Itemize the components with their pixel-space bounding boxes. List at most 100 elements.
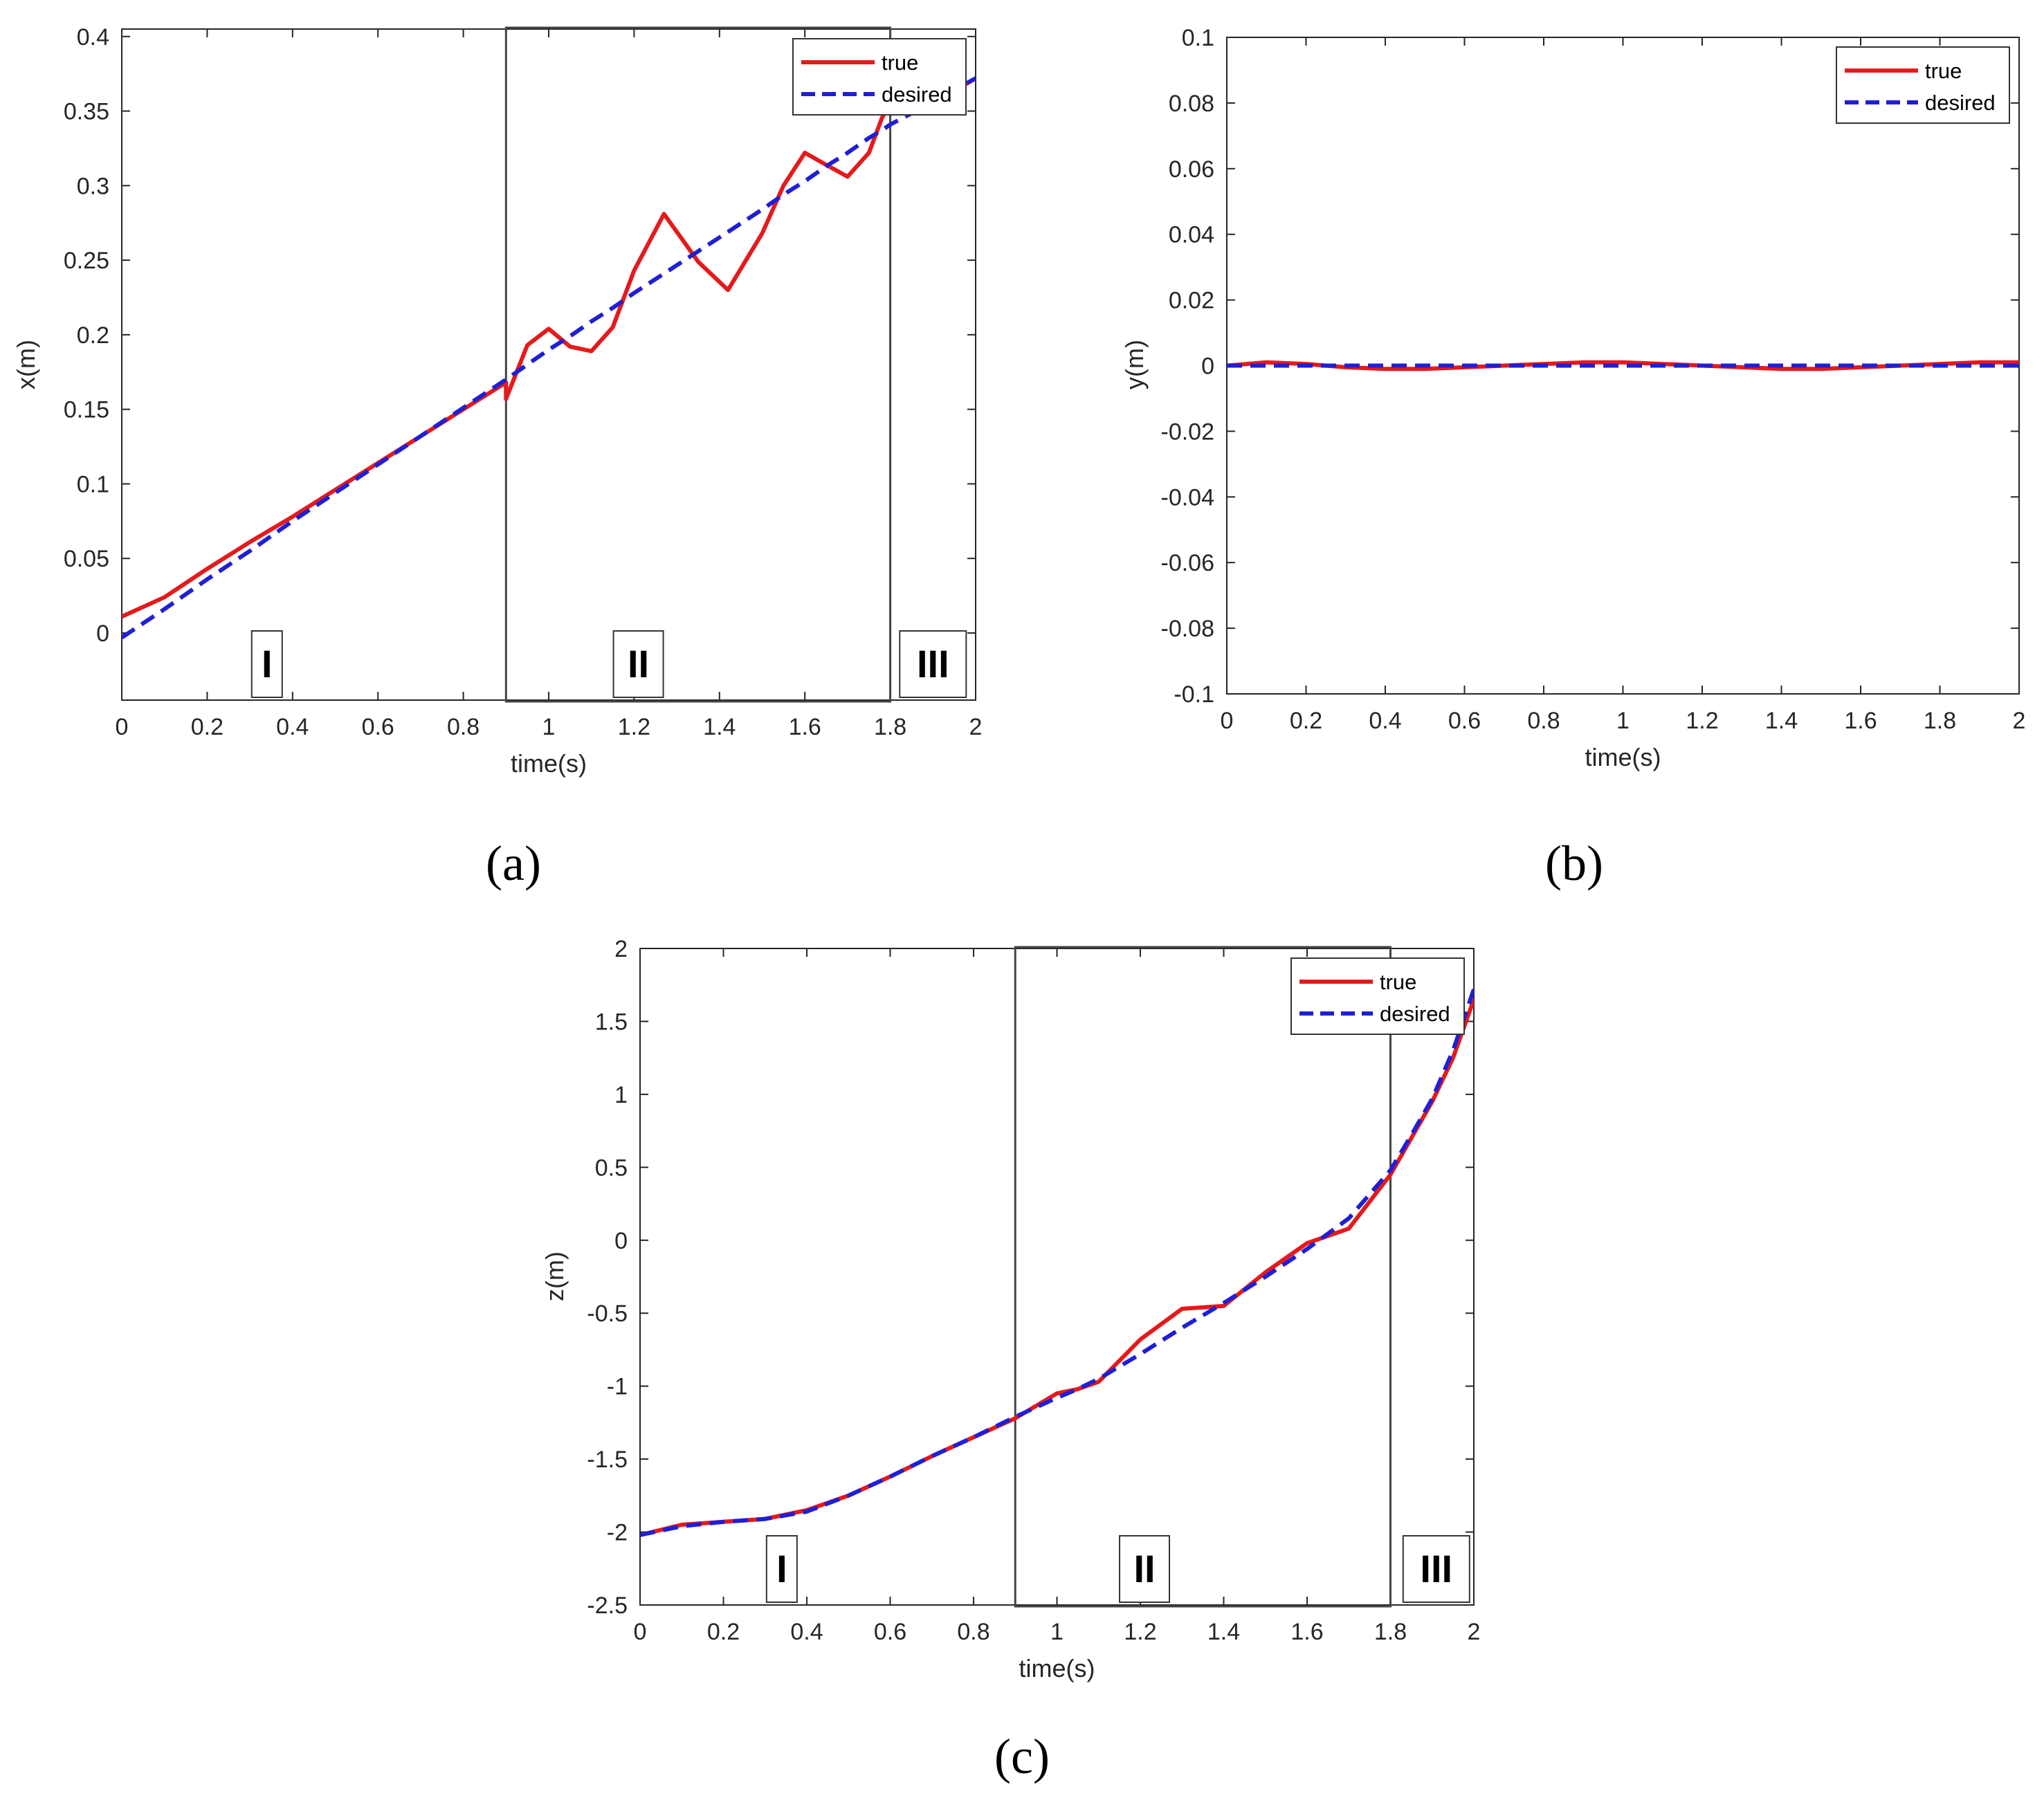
- panel-a-x-tick-label: 1.4: [703, 714, 736, 740]
- panel-c-y-tick-label: 0: [614, 1228, 628, 1254]
- panel-b-x-tick-label: 1.4: [1765, 708, 1798, 734]
- panel-c-region-label: I: [776, 1547, 787, 1590]
- panel-b-y-tick-label: 0.04: [1169, 222, 1214, 248]
- panel-a-legend: [792, 38, 967, 116]
- panel-c-legend: [1290, 957, 1465, 1035]
- panel-c-x-tick-label: 0.6: [874, 1619, 906, 1645]
- panel-b-x-tick-label: 1.6: [1844, 708, 1877, 734]
- panel-c-x-tick-label: 0.8: [957, 1619, 989, 1645]
- panel-a-region-label-box: [250, 630, 283, 698]
- panel-a-x-tick-label: 0.6: [362, 714, 394, 740]
- panel-a-y-tick-label: 0.05: [64, 546, 109, 572]
- panel-b-x-tick-label: 0.4: [1369, 708, 1401, 734]
- panel-c-x-tick-label: 0.4: [790, 1619, 823, 1645]
- panel-c-x-tick-label: 1.8: [1374, 1619, 1407, 1645]
- panel-c-x-tick-label: 2: [1468, 1619, 1481, 1645]
- panel-c-y-axis-label: z(m): [540, 1251, 569, 1301]
- panel-b-y-position: (b) 0 0.2 0.4 0.6 0.8 1 1.2 1.4 1.6 1.8 2 -0.1 -0.08…: [1120, 25, 2025, 891]
- panel-a-x-tick-label: 1.6: [789, 714, 821, 740]
- panel-c-z-position: (c) 0 0.2 0.4 0.6 0.8 1 1.2 1.4 1.6 1.8 2 -2.5 -2 -1.…: [540, 936, 1480, 1784]
- panel-a-x-tick-label: 1: [542, 714, 556, 740]
- panel-c-x-tick-label: 0: [634, 1619, 647, 1645]
- panel-a-caption: (a): [486, 836, 541, 891]
- panel-b-y-tick-label: 0.1: [1182, 25, 1214, 51]
- panel-a-region-ii-frame: [504, 26, 892, 703]
- panel-c-y-tick-label: -0.5: [587, 1301, 628, 1327]
- panel-a-y-tick-label: 0.4: [77, 24, 109, 51]
- panel-c-x-axis-label: time(s): [1019, 1654, 1095, 1682]
- panel-b-y-tick-label: -0.04: [1161, 484, 1215, 511]
- panel-c-y-tick-label: 2: [614, 936, 628, 962]
- panel-a-x-tick-label: 0.2: [191, 714, 223, 740]
- panel-a-x-tick-label: 2: [969, 714, 983, 740]
- panel-a-y-tick-label: 0.2: [77, 322, 109, 349]
- panel-c-caption: (c): [994, 1729, 1050, 1784]
- panel-b-x-tick-label: 0.8: [1527, 708, 1560, 734]
- panel-b-y-axis-label: y(m): [1120, 340, 1149, 389]
- panel-c-region-label: II: [1133, 1547, 1155, 1590]
- panel-a-region-label-box: [612, 630, 664, 698]
- panel-c-y-tick-label: 1.5: [595, 1009, 628, 1035]
- panel-b-caption: (b): [1545, 836, 1603, 891]
- panel-a-y-tick-label: 0.3: [77, 173, 109, 199]
- panel-c-region-label: III: [1420, 1547, 1452, 1590]
- panel-c-y-tick-label: -2.5: [587, 1593, 628, 1619]
- panel-a-x-axis-label: time(s): [511, 749, 587, 778]
- panel-b-x-tick-label: 1: [1616, 708, 1630, 734]
- panel-b-y-tick-label: -0.08: [1161, 616, 1215, 642]
- panel-a-y-axis-label: x(m): [12, 340, 40, 389]
- panel-c-y-tick-label: -1.5: [587, 1447, 628, 1473]
- panel-a-x-tick-label: 0.4: [276, 714, 309, 740]
- panel-c-x-tick-label: 1.6: [1290, 1619, 1323, 1645]
- panel-b-y-tick-label: -0.02: [1161, 419, 1215, 445]
- panel-c-series-desired: [640, 989, 1474, 1537]
- panel-a-x-tick-label: 1.2: [618, 714, 650, 740]
- panel-c-region-label-box: [1402, 1535, 1470, 1603]
- panel-b-y-tick-label: 0: [1201, 354, 1214, 380]
- panel-c-x-tick-label: 1.2: [1124, 1619, 1156, 1645]
- panel-c-region-label-box: [1119, 1535, 1171, 1603]
- panel-b-y-tick-label: -0.1: [1174, 681, 1214, 708]
- panel-a-x-tick-label: 1.8: [874, 714, 906, 740]
- panel-c-x-tick-label: 1.4: [1207, 1619, 1240, 1645]
- panel-a-series-desired: [122, 76, 976, 639]
- panel-c-y-tick-label: 0.5: [595, 1155, 628, 1181]
- panel-b-legend-label-desired: desired: [1925, 91, 1996, 115]
- panel-a-y-tick-label: 0.35: [64, 99, 109, 125]
- panel-b-x-tick-label: 1.8: [1924, 708, 1956, 734]
- panel-b-y-tick-label: 0.08: [1169, 91, 1214, 117]
- panel-c-region-ii-frame: [1014, 946, 1391, 1608]
- panel-c-legend-label-true: true: [1380, 970, 1416, 994]
- panel-a-region-label: III: [917, 642, 949, 686]
- panel-b-x-tick-label: 0: [1221, 708, 1234, 734]
- panel-c-y-tick-label: -2: [607, 1520, 628, 1546]
- panel-a-legend-label-desired: desired: [882, 82, 952, 107]
- panel-c-x-tick-label: 0.2: [707, 1619, 740, 1645]
- panel-c-y-tick-label: -1: [607, 1374, 628, 1400]
- panel-a-plot-area: [121, 28, 976, 701]
- panel-b-y-tick-label: 0.02: [1169, 288, 1214, 314]
- panel-a-y-tick-label: 0.15: [64, 397, 109, 423]
- panel-c-plot-area: [639, 948, 1475, 1606]
- panel-a-region-label: I: [262, 642, 273, 686]
- panel-b-x-tick-label: 1.2: [1686, 708, 1718, 734]
- panel-a-region-label: II: [628, 642, 649, 686]
- panel-b-y-tick-label: -0.06: [1161, 550, 1215, 576]
- panel-a-series-true: [122, 76, 976, 619]
- panel-a-legend-label-true: true: [882, 51, 918, 75]
- panel-a-x-tick-label: 0: [116, 714, 129, 740]
- panel-a-y-tick-label: 0.25: [64, 248, 109, 274]
- panel-b-x-tick-label: 2: [2013, 708, 2026, 734]
- panel-c-x-tick-label: 1: [1050, 1619, 1064, 1645]
- panel-a-region-label-box: [899, 630, 967, 698]
- panel-c-legend-label-desired: desired: [1380, 1002, 1450, 1026]
- panel-b-legend-label-true: true: [1925, 59, 1962, 83]
- panel-b-y-tick-label: 0.06: [1169, 156, 1214, 183]
- panel-c-region-label-box: [765, 1535, 798, 1603]
- panel-a-y-tick-label: 0.1: [77, 471, 109, 497]
- panel-c-y-tick-label: 1: [614, 1082, 628, 1108]
- panel-b-legend: [1836, 46, 2010, 124]
- panel-b-x-tick-label: 0.2: [1290, 708, 1322, 734]
- panel-a-y-tick-label: 0: [96, 621, 109, 647]
